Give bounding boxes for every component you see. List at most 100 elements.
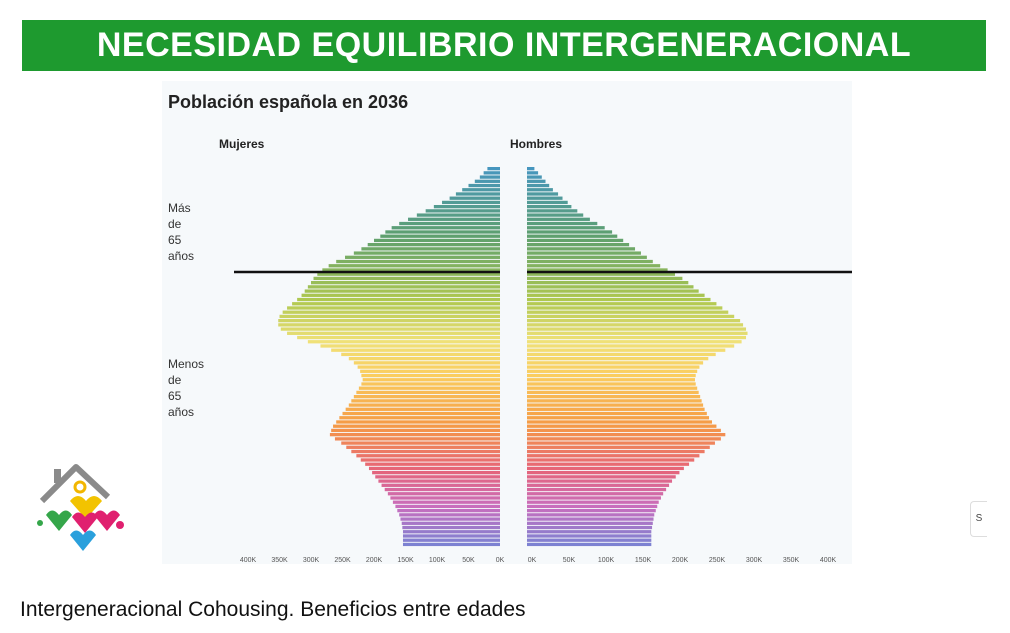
bar-mujeres (442, 200, 500, 205)
bar-mujeres (307, 340, 500, 344)
bar-mujeres (322, 268, 500, 272)
bar-mujeres (331, 348, 500, 352)
bar-mujeres (357, 365, 500, 369)
bar-hombres (527, 378, 695, 382)
bar-hombres (527, 268, 668, 272)
bar-hombres (527, 492, 664, 496)
bar-mujeres (479, 175, 500, 179)
bar-hombres (527, 403, 704, 407)
bar-hombres (527, 247, 636, 251)
bar-hombres (527, 230, 613, 234)
bar-mujeres (339, 416, 500, 420)
bar-mujeres (402, 538, 500, 542)
bar-hombres (527, 369, 698, 373)
slide-title: NECESIDAD EQUILIBRIO INTERGENERACIONAL (96, 26, 912, 64)
age-group-label-line: de (168, 373, 182, 387)
bar-mujeres (336, 420, 500, 424)
bar-mujeres (385, 230, 500, 234)
age-group-label-line: años (168, 405, 194, 419)
bar-mujeres (280, 327, 500, 331)
bar-mujeres (341, 352, 500, 357)
age-group-label-line: Menos (168, 357, 204, 371)
bar-mujeres (372, 471, 500, 475)
bar-mujeres (391, 226, 500, 230)
bar-mujeres (278, 319, 500, 323)
bar-hombres (527, 302, 717, 306)
bar-hombres (527, 462, 690, 466)
bar-hombres (527, 525, 653, 530)
bar-hombres (527, 373, 696, 378)
tick-label-mujeres: 200K (366, 557, 383, 564)
bars-hombres (527, 167, 748, 547)
side-panel-tab[interactable]: S (970, 501, 987, 537)
bar-mujeres (416, 213, 500, 217)
bar-hombres (527, 504, 658, 509)
bar-mujeres (301, 293, 500, 297)
bar-hombres (527, 479, 673, 483)
panel-label-hombres: Hombres (510, 137, 562, 151)
bar-hombres (527, 255, 647, 259)
bar-mujeres (311, 281, 500, 285)
bar-mujeres (402, 534, 500, 538)
bar-mujeres (346, 445, 500, 449)
bar-mujeres (282, 310, 500, 314)
tick-label-mujeres: 50K (462, 557, 475, 564)
bar-hombres (527, 297, 711, 302)
tick-label-hombres: 0K (528, 557, 537, 564)
bar-mujeres (361, 382, 500, 386)
bar-hombres (527, 188, 553, 192)
bar-hombres (527, 428, 721, 433)
tick-label-mujeres: 300K (303, 557, 320, 564)
bar-mujeres (304, 289, 500, 293)
bar-mujeres (317, 272, 500, 276)
bar-mujeres (375, 475, 500, 479)
bar-hombres (527, 407, 705, 411)
bar-mujeres (348, 357, 500, 361)
bar-hombres (527, 209, 578, 213)
age-group-label-line: 65 (168, 233, 182, 247)
axis-ticks-hombres: 0K 50K 100K 150K 200K 250K 300K 350K 400K (528, 557, 837, 564)
bar-mujeres (297, 335, 500, 340)
bar-hombres (527, 390, 699, 395)
bar-hombres (527, 466, 684, 471)
bar-mujeres (356, 454, 500, 458)
population-pyramid-chart: Población española en 2036 Mujeres Hombr… (162, 81, 852, 564)
side-tab-label: S (975, 513, 983, 524)
bar-hombres (527, 517, 654, 521)
bar-mujeres (425, 209, 500, 213)
bar-mujeres (401, 521, 500, 525)
tick-label-hombres: 50K (563, 557, 576, 564)
bar-mujeres (402, 530, 500, 534)
bar-hombres (527, 483, 670, 487)
bar-hombres (527, 323, 744, 327)
bar-mujeres (287, 306, 500, 310)
age-group-label-line: de (168, 217, 182, 231)
bar-mujeres (365, 462, 500, 466)
bar-hombres (527, 437, 721, 441)
age-group-label-line: años (168, 249, 194, 263)
bar-hombres (527, 319, 741, 323)
bar-mujeres (329, 433, 500, 437)
bar-hombres (527, 221, 598, 226)
bar-mujeres (368, 466, 500, 471)
bar-mujeres (399, 221, 500, 226)
bar-mujeres (360, 369, 500, 373)
bar-hombres (527, 475, 676, 479)
bar-mujeres (333, 424, 500, 428)
bar-hombres (527, 314, 735, 319)
bar-hombres (527, 167, 535, 171)
bar-mujeres (402, 542, 500, 547)
tick-label-hombres: 150K (635, 557, 652, 564)
bar-hombres (527, 213, 584, 217)
bar-hombres (527, 171, 539, 175)
bar-hombres (527, 281, 689, 285)
video-slide: Población española en 2036 Mujeres Hombr… (22, 71, 987, 564)
axis-ticks-mujeres: 400K 350K 300K 250K 200K 150K 100K 50K 0K (240, 557, 505, 564)
bar-mujeres (331, 428, 500, 433)
bar-hombres (527, 365, 700, 369)
bar-hombres (527, 458, 695, 462)
tick-label-hombres: 400K (820, 557, 837, 564)
bar-hombres (527, 238, 624, 243)
bar-hombres (527, 331, 748, 335)
bar-hombres (527, 399, 702, 403)
